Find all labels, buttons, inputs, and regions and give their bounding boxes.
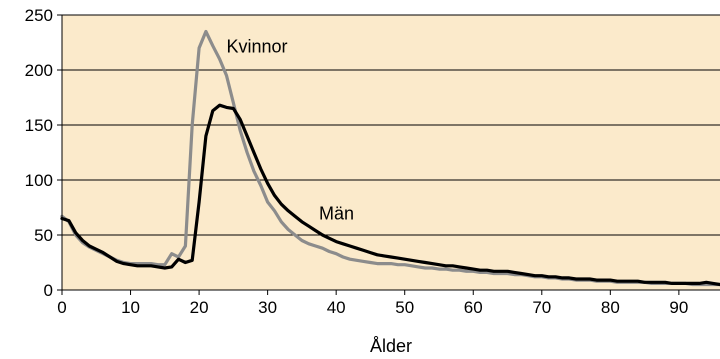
x-tick-label: 50 [395, 298, 414, 317]
y-axis-ticks: 0 50 100 150 200 250 [25, 6, 62, 300]
y-tick-label: 0 [44, 281, 53, 300]
x-axis-title: Ålder [370, 336, 412, 356]
series-label-kvinnor: Kvinnor [227, 36, 288, 56]
x-tick-label: 40 [327, 298, 346, 317]
x-tick-label: 70 [532, 298, 551, 317]
y-tick-label: 100 [25, 171, 53, 190]
series-label-man: Män [319, 204, 354, 224]
x-tick-label: 20 [190, 298, 209, 317]
x-tick-label: 30 [258, 298, 277, 317]
y-tick-label: 250 [25, 6, 53, 25]
series-layer [60, 29, 720, 287]
gridlines [62, 14, 720, 236]
y-tick-label: 50 [34, 226, 53, 245]
series-line-m-n [60, 103, 720, 287]
x-axis-ticks: 0 10 20 30 40 50 60 70 80 90 [57, 290, 688, 317]
x-tick-label: 90 [669, 298, 688, 317]
x-tick-label: 0 [57, 298, 66, 317]
x-tick-label: 80 [601, 298, 620, 317]
y-tick-label: 200 [25, 61, 53, 80]
y-tick-label: 150 [25, 116, 53, 135]
x-tick-label: 10 [121, 298, 140, 317]
x-tick-label: 60 [464, 298, 483, 317]
plot-background [62, 15, 720, 290]
